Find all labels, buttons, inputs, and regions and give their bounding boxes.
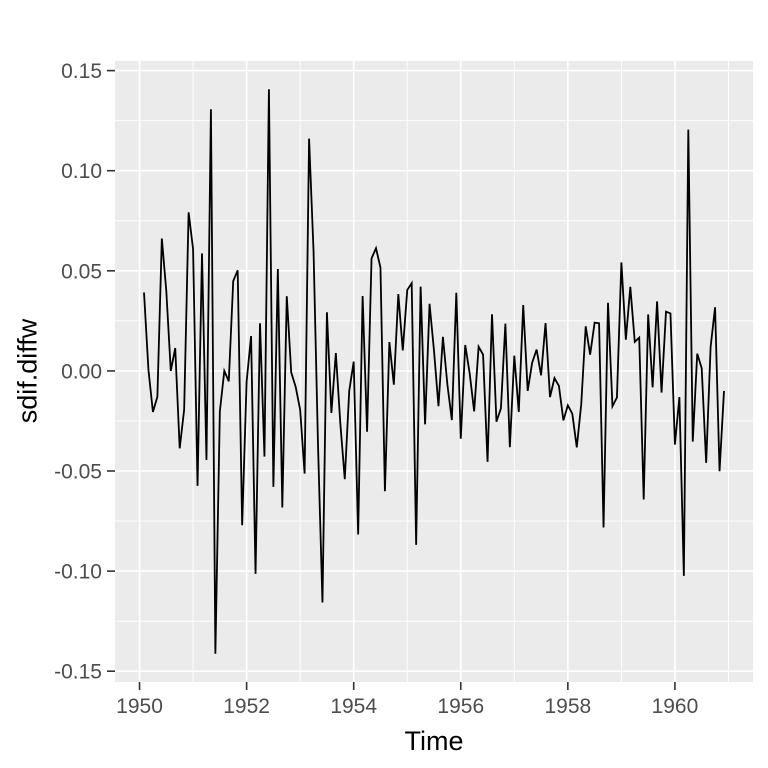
y-tick-label: 0.05 bbox=[61, 260, 102, 283]
y-tick-label: -0.10 bbox=[54, 561, 102, 584]
x-tick-label: 1958 bbox=[544, 695, 591, 718]
x-tick-label: 1954 bbox=[330, 695, 377, 718]
y-tick-label: 0.15 bbox=[61, 60, 102, 83]
y-tick-label: -0.05 bbox=[54, 460, 102, 483]
y-tick-label: -0.15 bbox=[54, 661, 102, 684]
y-tick-label: 0.10 bbox=[61, 160, 102, 183]
y-axis-title: sdif.diffw bbox=[12, 318, 43, 424]
x-tick-label: 1952 bbox=[223, 695, 270, 718]
x-tick-label: 1950 bbox=[116, 695, 163, 718]
x-axis-title: Time bbox=[404, 726, 464, 756]
x-tick-label: 1960 bbox=[652, 695, 699, 718]
y-tick-label: 0.00 bbox=[61, 360, 102, 383]
x-tick-label: 1956 bbox=[437, 695, 484, 718]
series-line-sdif-diffw bbox=[143, 89, 725, 654]
